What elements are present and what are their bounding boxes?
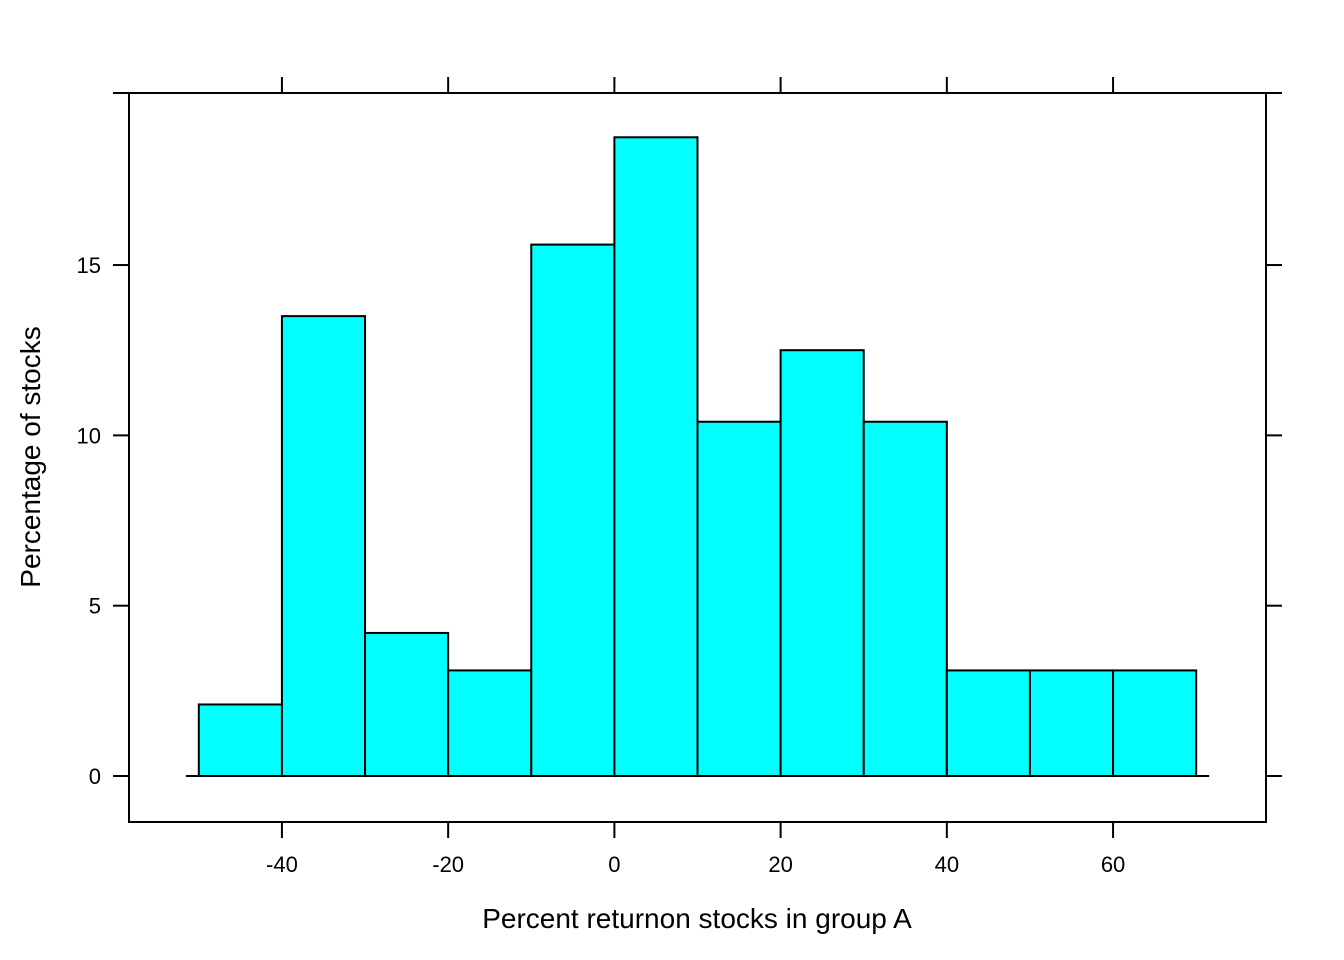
x-tick-label: 40 — [935, 852, 959, 877]
histogram-bar-3 — [364, 631, 450, 778]
x-axis-ticks: -40 -20 0 20 40 60 — [266, 77, 1125, 877]
histogram-bar-11 — [1028, 669, 1115, 778]
x-tick-label: 0 — [608, 852, 620, 877]
histogram-bar-4 — [447, 669, 533, 778]
histogram-bar-7 — [696, 420, 782, 778]
y-axis-title: Percentage of stocks — [15, 326, 46, 587]
x-axis-title: Percent returnon stocks in group A — [482, 903, 912, 934]
histogram-bar-10 — [945, 669, 1031, 778]
histogram-bar-1 — [197, 703, 283, 778]
histogram-bar-8 — [779, 349, 865, 778]
histogram-bar-5 — [530, 243, 616, 778]
histogram-bar-9 — [862, 420, 948, 778]
histogram-bar-2 — [280, 315, 367, 778]
x-tick-label: -40 — [266, 852, 298, 877]
y-tick-label: 0 — [89, 764, 101, 789]
histogram-bar-12 — [1112, 669, 1198, 778]
x-tick-label: -20 — [432, 852, 464, 877]
plot-panel-border — [128, 92, 1267, 823]
y-tick-label: 10 — [77, 423, 101, 448]
histogram-bar-6 — [613, 136, 699, 778]
x-tick-label: 60 — [1101, 852, 1125, 877]
y-tick-label: 5 — [89, 594, 101, 619]
y-axis-ticks: 0 5 10 15 — [77, 92, 1282, 789]
histogram-bars — [197, 136, 1198, 778]
y-tick-label: 15 — [77, 253, 101, 278]
x-tick-label: 20 — [768, 852, 792, 877]
